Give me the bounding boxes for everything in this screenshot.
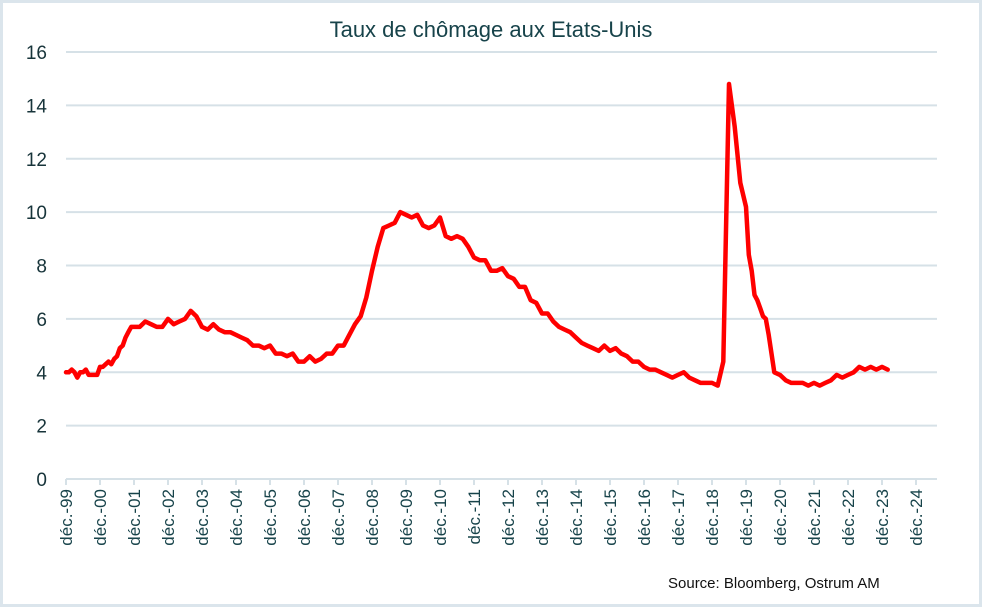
x-tick-label: déc.-18 xyxy=(703,489,722,546)
chart-title: Taux de chômage aux Etats-Unis xyxy=(329,17,653,42)
y-tick-label: 2 xyxy=(36,417,47,438)
x-tick-label: déc.-04 xyxy=(227,489,246,546)
x-tick-label: déc.-08 xyxy=(363,489,382,546)
x-tick-label: déc.-09 xyxy=(397,489,416,546)
x-tick-label: déc.-02 xyxy=(159,489,178,546)
x-tick-label: déc.-01 xyxy=(125,489,144,546)
source-note: Source: Bloomberg, Ostrum AM xyxy=(668,575,880,592)
y-tick-label: 12 xyxy=(26,150,47,171)
x-tick-label: déc.-20 xyxy=(771,489,790,546)
y-tick-label: 6 xyxy=(36,310,47,331)
unemployment-line xyxy=(63,81,890,388)
y-tick-label: 8 xyxy=(36,257,47,278)
x-tick-label: déc.-99 xyxy=(57,489,76,546)
x-tick-label: déc.-00 xyxy=(91,489,110,546)
x-tick-label: déc.-17 xyxy=(669,489,688,546)
y-tick-label: 16 xyxy=(26,43,47,64)
y-tick-label: 4 xyxy=(36,363,47,384)
unemployment-series xyxy=(63,81,890,388)
x-tick-label: déc.-22 xyxy=(839,489,858,546)
x-tick-label: déc.-14 xyxy=(567,489,586,546)
x-tick-label: déc.-05 xyxy=(261,489,280,546)
y-tick-label: 0 xyxy=(36,470,47,491)
x-tick-label: déc.-06 xyxy=(295,489,314,546)
x-tick-label: déc.-24 xyxy=(907,489,926,546)
x-tick-label: déc.-13 xyxy=(533,489,552,546)
y-tick-label: 10 xyxy=(26,203,47,224)
x-tick-label: déc.-07 xyxy=(329,489,348,546)
gridlines xyxy=(66,51,937,480)
x-tick-label: déc.-03 xyxy=(193,489,212,546)
y-tick-label: 14 xyxy=(26,96,48,117)
x-tick-label: déc.-11 xyxy=(465,489,484,544)
x-tick-label: déc.-23 xyxy=(873,489,892,546)
y-axis: 0 2 4 6 8 10 12 14 16 xyxy=(26,43,48,491)
x-axis: déc.-99 déc.-00 déc.-01 déc.-02 déc.-03 déc.-… xyxy=(57,479,926,546)
x-tick-label: déc.-21 xyxy=(805,489,824,546)
x-tick-label: déc.-19 xyxy=(737,489,756,546)
x-tick-label: déc.-12 xyxy=(499,489,518,546)
x-tick-label: déc.-10 xyxy=(431,489,450,546)
x-tick-label: déc.-16 xyxy=(635,489,654,546)
x-tick-label: déc.-15 xyxy=(601,489,620,546)
